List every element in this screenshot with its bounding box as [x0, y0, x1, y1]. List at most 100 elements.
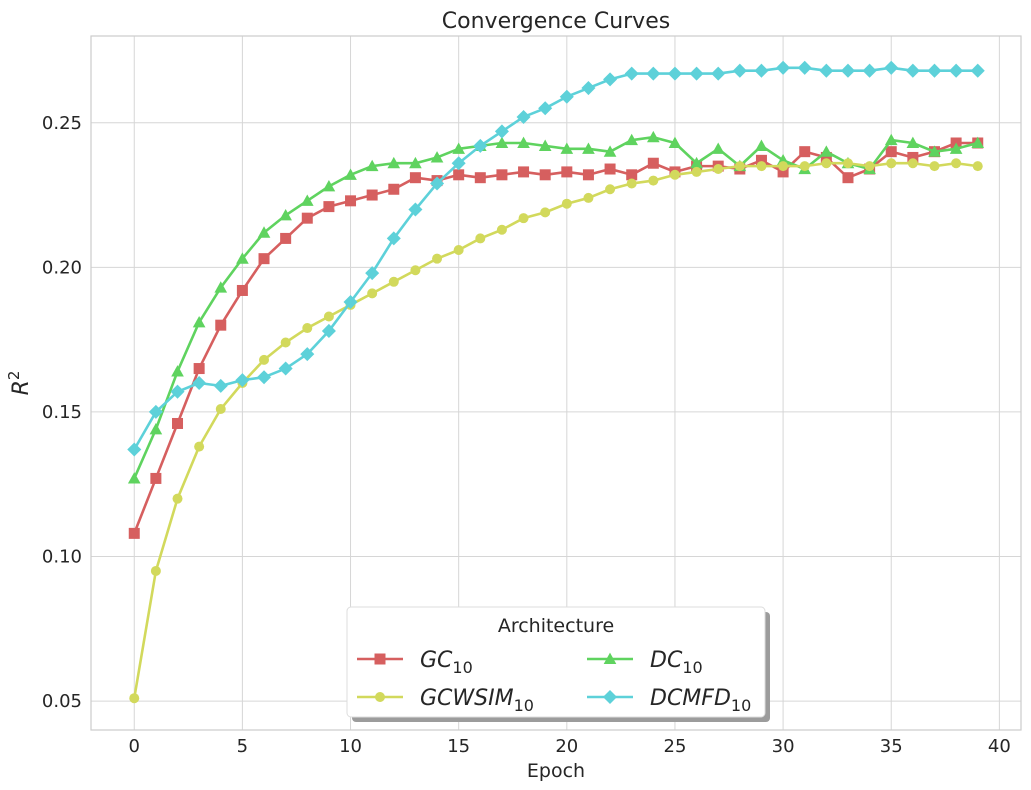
diamond-marker — [884, 60, 899, 75]
triangle-marker — [690, 156, 703, 169]
triangle-marker — [971, 136, 985, 149]
circle-marker — [583, 192, 594, 203]
circle-marker — [302, 323, 313, 334]
diamond-marker — [170, 384, 185, 399]
triangle-marker — [603, 652, 617, 665]
circle-marker — [475, 233, 486, 244]
legend-label: GCWSIM10 — [420, 686, 534, 715]
triangle-marker — [560, 142, 574, 154]
circle-marker — [951, 158, 962, 169]
triangle-marker — [279, 208, 292, 221]
diamond-marker — [451, 156, 466, 171]
circle-marker — [561, 198, 572, 209]
diamond-marker — [840, 63, 855, 78]
x-tick-label: 40 — [988, 736, 1011, 757]
series-dcmfd — [127, 60, 985, 457]
circle-marker — [778, 161, 789, 172]
triangle-marker — [647, 130, 660, 143]
diamond-marker — [602, 689, 618, 705]
circle-marker — [453, 244, 464, 255]
x-axis-title: Epoch — [527, 760, 585, 782]
diamond-marker — [581, 81, 596, 96]
square-marker — [172, 417, 184, 429]
diamond-marker — [905, 63, 920, 78]
triangle-marker — [625, 133, 639, 146]
diamond-marker — [538, 101, 553, 116]
diamond-marker — [235, 373, 250, 388]
triangle-marker — [409, 156, 422, 169]
square-marker — [193, 363, 205, 375]
triangle-marker — [928, 145, 941, 157]
plot-frame — [90, 35, 1022, 731]
chart-title: Convergence Curves — [442, 9, 670, 34]
square-marker — [518, 166, 530, 178]
square-marker — [374, 653, 386, 665]
triangle-marker — [517, 136, 530, 149]
diamond-marker — [494, 124, 509, 139]
legend-title: Architecture — [498, 615, 614, 637]
diamond-marker — [732, 63, 747, 78]
diamond-marker — [213, 378, 228, 393]
y-tick-label: 0.15 — [42, 402, 82, 423]
square-marker — [626, 169, 638, 181]
square-marker — [842, 172, 854, 184]
x-tick-labels: 0 5 10 15 20 25 30 35 40 — [129, 736, 1011, 757]
diamond-marker — [559, 89, 574, 104]
square-marker — [820, 151, 832, 163]
circle-marker — [259, 354, 270, 365]
triangle-marker — [344, 168, 357, 180]
diamond-marker — [300, 347, 315, 362]
triangle-marker — [387, 156, 401, 169]
diamond-marker — [343, 295, 358, 310]
diamond-marker — [408, 202, 423, 217]
diamond-marker — [127, 442, 142, 457]
legend-label-name: DCMFD — [650, 686, 731, 711]
square-marker — [345, 195, 357, 207]
square-marker — [128, 527, 140, 539]
x-tick-label: 35 — [880, 736, 903, 757]
square-marker — [301, 212, 313, 224]
circle-marker — [756, 161, 767, 172]
y-tick-labels: 0.05 0.10 0.15 0.20 0.25 — [42, 113, 82, 712]
triangle-marker — [452, 142, 465, 154]
x-tick-label: 20 — [555, 736, 578, 757]
square-marker — [150, 472, 162, 484]
triangle-marker — [365, 159, 379, 172]
circle-marker — [410, 265, 421, 276]
y-tick-label: 0.05 — [42, 691, 82, 712]
square-marker — [582, 169, 594, 181]
triangle-marker — [430, 151, 444, 163]
x-tick-label: 0 — [129, 736, 140, 757]
square-marker — [453, 169, 465, 181]
circle-marker — [150, 565, 161, 576]
triangle-marker — [257, 226, 271, 238]
square-marker — [409, 172, 421, 184]
x-tick-label: 10 — [339, 736, 362, 757]
legend-label: GC10 — [420, 648, 473, 677]
series-line — [133, 135, 979, 479]
circle-marker — [518, 213, 529, 224]
y-axis-title: R2 — [5, 371, 34, 396]
legend-label-sub: 10 — [731, 696, 751, 715]
square-marker — [755, 154, 767, 166]
triangle-marker — [603, 145, 617, 157]
diamond-marker — [689, 66, 704, 81]
diamond-marker — [473, 138, 488, 153]
y-tick-label: 0.25 — [42, 113, 82, 134]
circle-marker — [432, 253, 443, 264]
triangle-marker — [906, 136, 920, 149]
triangle-marker — [538, 139, 552, 151]
circle-marker — [172, 493, 183, 504]
y-axis-title-base: R — [9, 380, 34, 395]
diamond-marker — [819, 63, 834, 78]
triangle-marker — [171, 365, 184, 377]
circle-marker — [194, 441, 205, 452]
circle-marker — [367, 288, 378, 299]
legend-label-sub: 10 — [514, 696, 534, 715]
circle-marker — [605, 184, 616, 195]
diamond-marker — [192, 375, 207, 391]
diamond-marker — [646, 66, 661, 81]
diamond-marker — [970, 63, 985, 78]
